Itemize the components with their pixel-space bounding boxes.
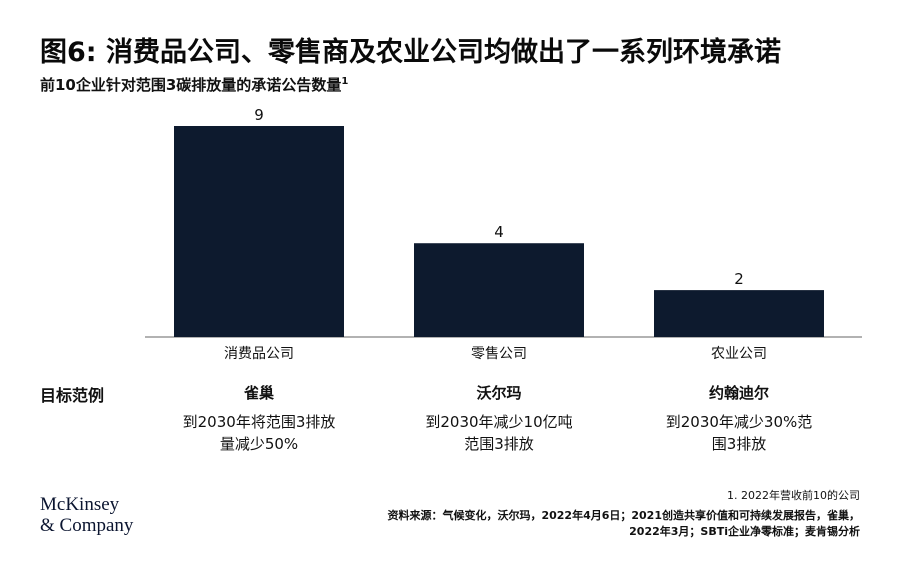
example-retail: 沃尔玛 到2030年减少10亿吨 范围3排放 xyxy=(399,382,599,455)
bar xyxy=(174,126,344,337)
bar xyxy=(654,290,824,337)
example-description-line: 范围3排放 xyxy=(464,435,534,453)
bar-chart: 9 消费品公司 4 零售公司 2 农业公司 xyxy=(145,106,862,362)
example-description-line: 到2030年将范围3排放 xyxy=(182,413,336,431)
category-label: 消费品公司 xyxy=(224,346,294,362)
mckinsey-logo: McKinsey & Company xyxy=(40,494,133,536)
page-title: 图6: 消费品公司、零售商及农业公司均做出了一系列环境承诺 xyxy=(40,37,781,68)
logo-line: & Company xyxy=(40,515,134,536)
bar xyxy=(414,243,584,337)
subtitle-text: 前10企业针对范围3碳排放量的承诺公告数量 xyxy=(40,76,342,94)
example-agriculture: 约翰迪尔 到2030年减少30%范 围3排放 xyxy=(639,382,839,455)
source-line: 资料来源：气候变化，沃尔玛，2022年4月6日；2021创造共享价值和可持续发展… xyxy=(387,509,860,522)
bar-value-label: 9 xyxy=(254,106,264,124)
bar-value-label: 4 xyxy=(494,223,504,241)
source-note: 资料来源：气候变化，沃尔玛，2022年4月6日；2021创造共享价值和可持续发展… xyxy=(340,508,860,540)
example-description-line: 到2030年减少30%范 xyxy=(665,413,813,431)
examples-row-label: 目标范例 xyxy=(40,386,105,405)
example-description-line: 围3排放 xyxy=(711,435,767,453)
category-label: 农业公司 xyxy=(711,346,767,362)
example-description-line: 到2030年减少10亿吨 xyxy=(425,413,573,431)
example-consumer: 雀巢 到2030年将范围3排放 量减少50% xyxy=(159,382,359,455)
logo-line: McKinsey xyxy=(40,494,120,515)
footnote: 1. 2022年营收前10的公司 xyxy=(727,489,860,502)
footnote-marker: 1 xyxy=(341,76,349,87)
source-line: 2022年3月；SBTi企业净零标准；麦肯锡分析 xyxy=(629,525,860,538)
category-label: 零售公司 xyxy=(471,346,527,362)
example-company-name: 约翰迪尔 xyxy=(708,384,769,402)
bar-value-label: 2 xyxy=(734,270,744,288)
example-company-name: 雀巢 xyxy=(243,384,274,402)
chart-subtitle: 前10企业针对范围3碳排放量的承诺公告数量1 xyxy=(40,74,348,95)
example-company-name: 沃尔玛 xyxy=(476,384,522,402)
example-description-line: 量减少50% xyxy=(219,435,299,453)
